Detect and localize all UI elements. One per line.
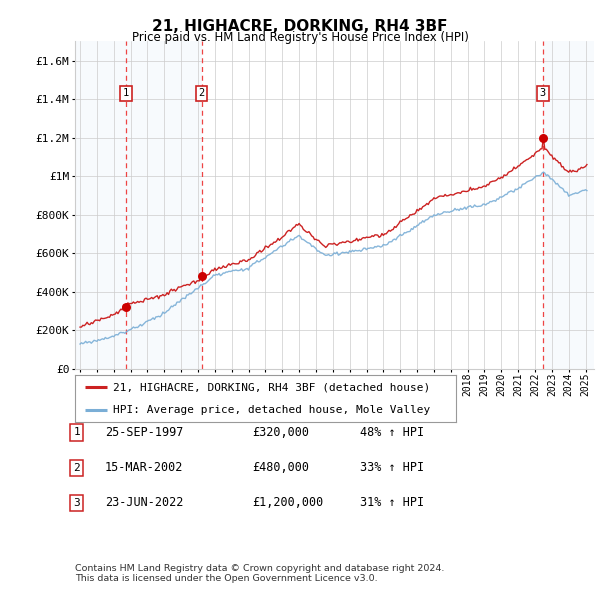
Text: Price paid vs. HM Land Registry's House Price Index (HPI): Price paid vs. HM Land Registry's House … xyxy=(131,31,469,44)
Text: 33% ↑ HPI: 33% ↑ HPI xyxy=(360,461,424,474)
Text: 31% ↑ HPI: 31% ↑ HPI xyxy=(360,496,424,509)
Text: £1,200,000: £1,200,000 xyxy=(252,496,323,509)
Text: 25-SEP-1997: 25-SEP-1997 xyxy=(105,426,184,439)
Text: £320,000: £320,000 xyxy=(252,426,309,439)
Bar xyxy=(126,41,202,369)
Bar xyxy=(543,41,594,369)
Text: 3: 3 xyxy=(540,88,546,99)
Text: 2: 2 xyxy=(199,88,205,99)
Text: 1: 1 xyxy=(73,428,80,437)
Text: 3: 3 xyxy=(73,498,80,507)
Bar xyxy=(75,41,126,369)
Text: 1: 1 xyxy=(123,88,129,99)
Text: Contains HM Land Registry data © Crown copyright and database right 2024.
This d: Contains HM Land Registry data © Crown c… xyxy=(75,563,445,583)
Text: £480,000: £480,000 xyxy=(252,461,309,474)
Text: 2: 2 xyxy=(73,463,80,473)
Text: 15-MAR-2002: 15-MAR-2002 xyxy=(105,461,184,474)
Text: 21, HIGHACRE, DORKING, RH4 3BF (detached house): 21, HIGHACRE, DORKING, RH4 3BF (detached… xyxy=(113,382,430,392)
Text: 21, HIGHACRE, DORKING, RH4 3BF: 21, HIGHACRE, DORKING, RH4 3BF xyxy=(152,19,448,34)
Text: HPI: Average price, detached house, Mole Valley: HPI: Average price, detached house, Mole… xyxy=(113,405,430,415)
Text: 23-JUN-2022: 23-JUN-2022 xyxy=(105,496,184,509)
Text: 48% ↑ HPI: 48% ↑ HPI xyxy=(360,426,424,439)
